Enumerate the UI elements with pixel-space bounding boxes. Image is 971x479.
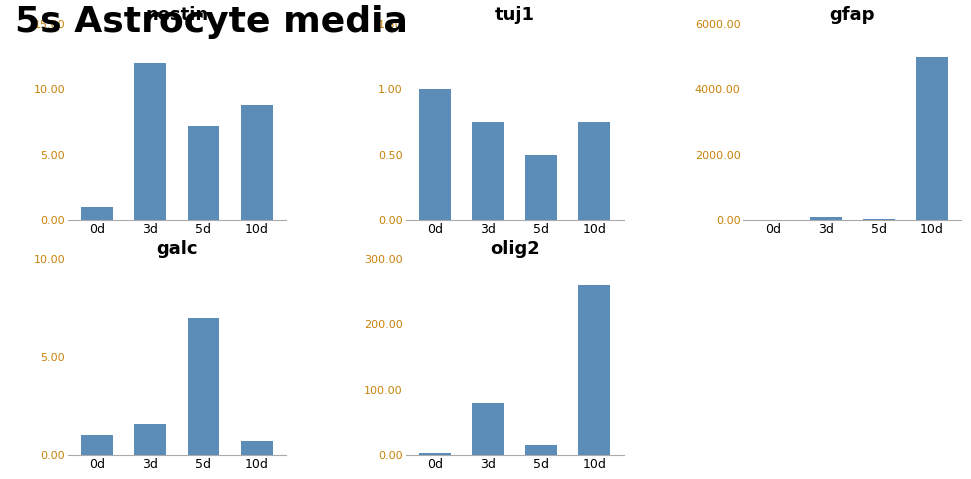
Bar [525,155,557,220]
Title: olig2: olig2 [489,240,540,259]
Bar [134,63,166,220]
Bar [916,57,948,220]
Bar [579,122,611,220]
Title: gfap: gfap [829,6,875,24]
Bar [863,219,895,220]
Title: galc: galc [156,240,198,259]
Bar [419,90,451,220]
Bar [241,105,273,220]
Bar [472,122,504,220]
Bar [419,453,451,455]
Bar [82,207,114,220]
Title: nestin: nestin [146,6,209,24]
Bar [187,318,219,455]
Bar [241,441,273,455]
Text: 5s Astrocyte media: 5s Astrocyte media [15,5,408,39]
Title: tuj1: tuj1 [494,6,535,24]
Bar [82,435,114,455]
Bar [579,285,611,455]
Bar [187,126,219,220]
Bar [810,217,842,220]
Bar [134,423,166,455]
Bar [525,445,557,455]
Bar [472,403,504,455]
